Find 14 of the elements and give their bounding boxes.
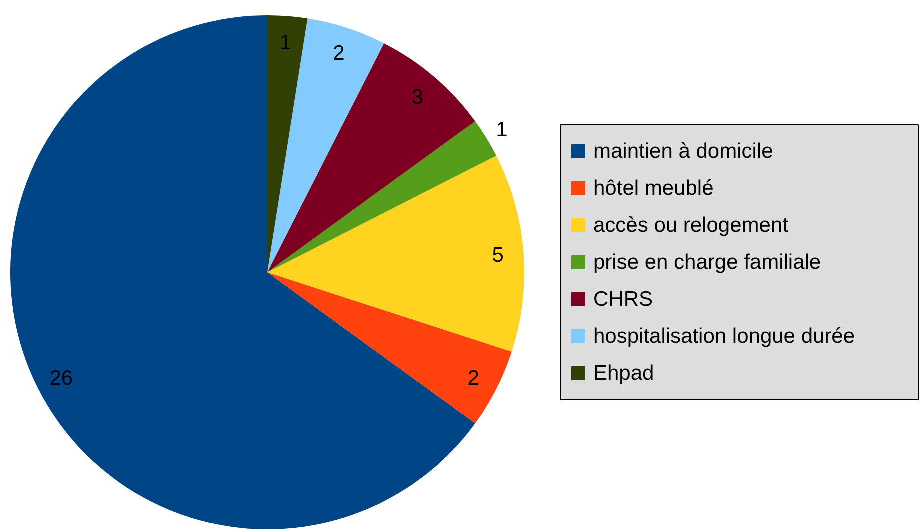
data-label: 5: [492, 244, 504, 267]
data-label: 2: [468, 367, 480, 390]
legend-label: maintien à domicile: [594, 140, 774, 163]
legend-label: hospitalisation longue durée: [594, 325, 856, 348]
legend-label: Ehpad: [594, 362, 654, 385]
data-label: 3: [412, 86, 424, 110]
legend-label: prise en charge familiale: [594, 251, 822, 274]
legend-label: accès ou relogement: [594, 214, 789, 237]
legend-label: CHRS: [594, 288, 654, 311]
data-label: 26: [50, 367, 74, 390]
legend-label: hôtel meublé: [594, 177, 714, 200]
data-label: 1: [496, 118, 508, 142]
data-label: 2: [333, 42, 345, 66]
data-label: 1: [280, 31, 292, 54]
